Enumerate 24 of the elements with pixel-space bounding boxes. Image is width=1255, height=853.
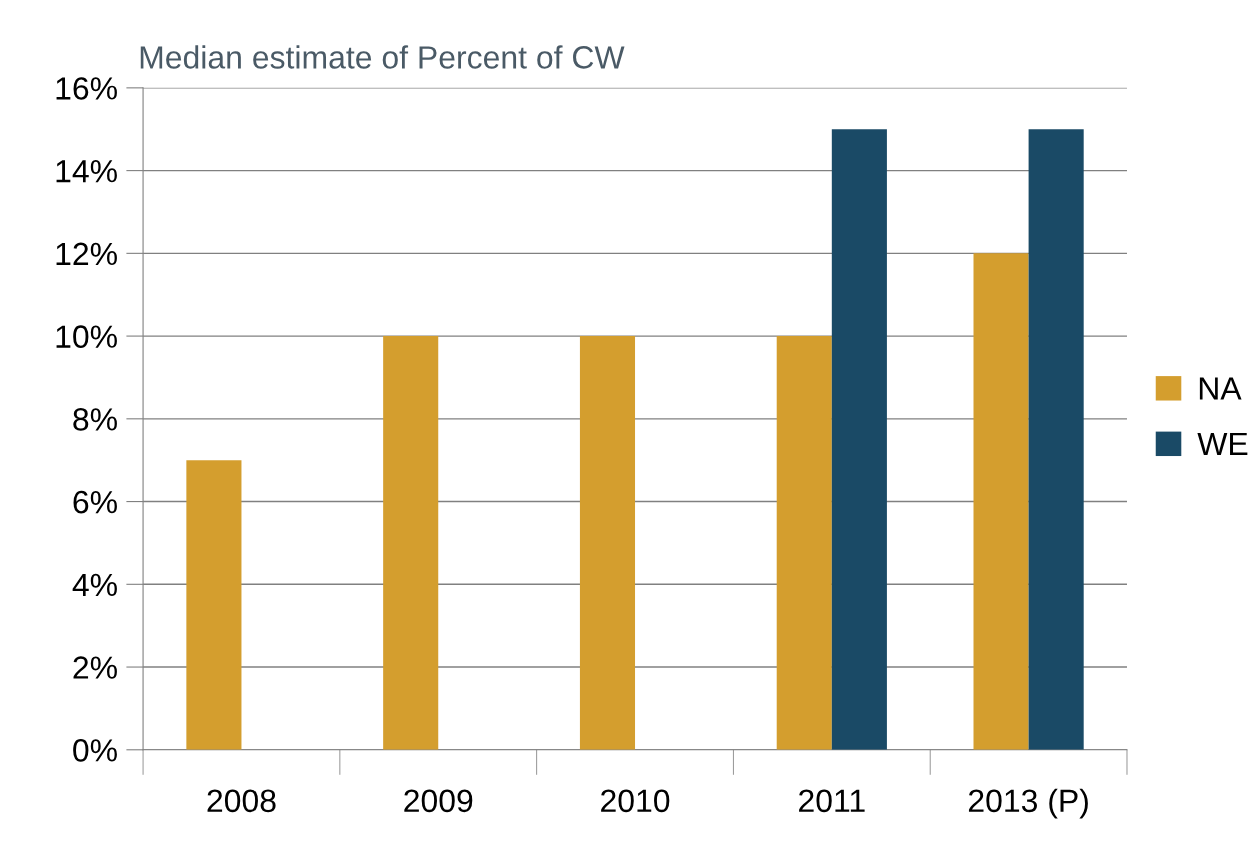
bar: [579, 336, 636, 750]
chart-title: Median estimate of Percent of CW: [140, 45, 625, 69]
x-tick-label: 2013 (P): [968, 788, 1088, 819]
legend-label: NA: [1199, 377, 1242, 400]
y-tick-label: 6%: [73, 490, 117, 514]
y-tick-label: 14%: [56, 160, 117, 183]
bar: [383, 336, 439, 750]
bar: [186, 460, 242, 750]
y-tick-label: 16%: [56, 77, 117, 100]
x-tick-label: 2010: [601, 789, 670, 813]
y-tick-label: 12%: [56, 242, 117, 266]
y-tick-label: 0%: [73, 739, 117, 762]
bar: [776, 336, 832, 750]
bar: [973, 253, 1029, 750]
y-tick-label: 4%: [72, 573, 117, 597]
bar: [831, 129, 887, 750]
y-tick-label: 2%: [73, 656, 117, 679]
y-tick-label: 8%: [73, 408, 117, 431]
y-tick-label: 10%: [56, 325, 117, 348]
legend-label: WE: [1197, 432, 1248, 455]
x-tick-label: 2011: [799, 789, 865, 813]
bar: [1028, 129, 1084, 750]
x-tick-label: 2009: [404, 789, 473, 813]
x-tick-label: 2008: [207, 789, 276, 813]
